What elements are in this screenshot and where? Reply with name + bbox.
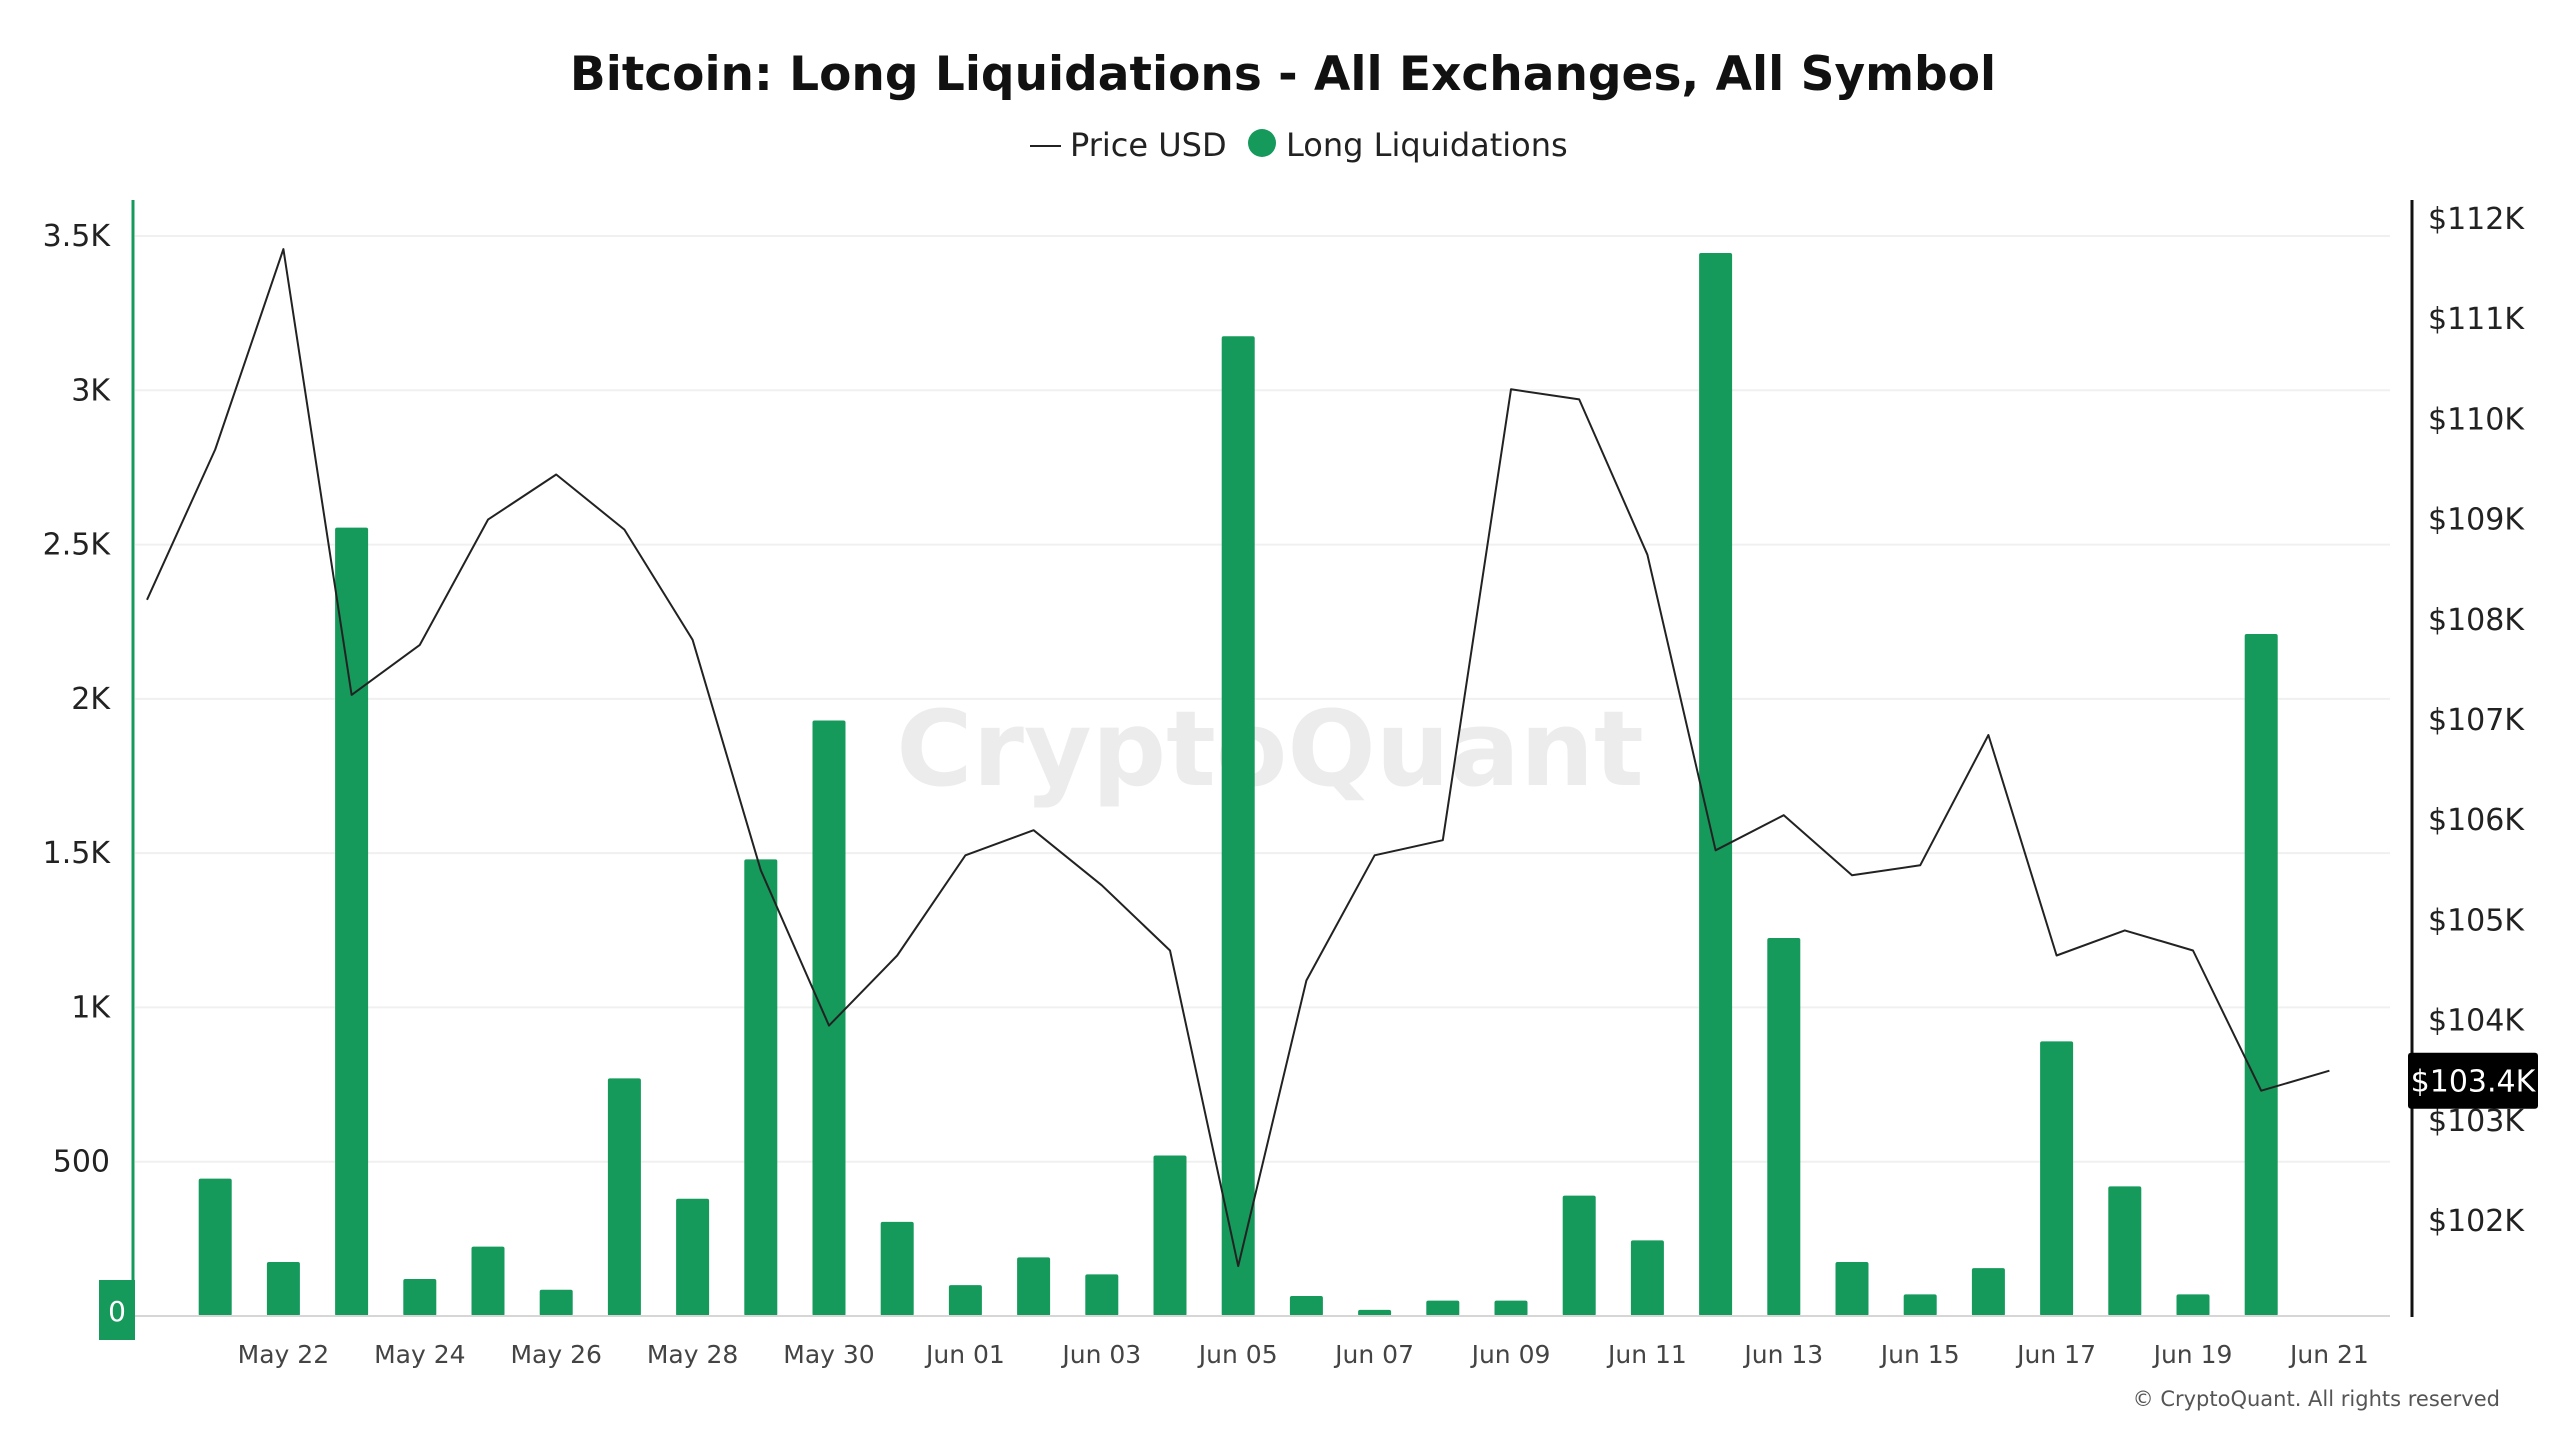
right-tick-label: $107K <box>2428 703 2525 738</box>
left-tick-label: 500 <box>53 1145 110 1180</box>
liquidation-bar[interactable] <box>1971 1268 2005 1316</box>
liquidation-bar[interactable] <box>539 1289 573 1316</box>
legend-label-liquidations[interactable]: Long Liquidations <box>1286 126 1568 164</box>
legend-label-price[interactable]: Price USD <box>1070 126 1227 164</box>
x-tick-label: Jun 15 <box>1879 1340 1960 1369</box>
liquidation-bar[interactable] <box>1289 1295 1323 1316</box>
right-tick-label: $106K <box>2428 803 2525 838</box>
right-tick-label: $110K <box>2428 402 2525 437</box>
chart-title: Bitcoin: Long Liquidations - All Exchang… <box>570 47 1996 102</box>
x-tick-label: May 28 <box>647 1340 738 1369</box>
x-tick-label: Jun 07 <box>1333 1340 1414 1369</box>
x-tick-label: Jun 03 <box>1060 1340 1141 1369</box>
liquidation-bar[interactable] <box>2040 1041 2074 1316</box>
liquidation-bar[interactable] <box>1630 1240 1664 1316</box>
liquidation-bar[interactable] <box>1767 938 1801 1316</box>
liquidation-bar[interactable] <box>1221 336 1255 1316</box>
x-tick-label: Jun 05 <box>1197 1340 1278 1369</box>
x-tick-label: May 24 <box>374 1340 465 1369</box>
liquidation-bar[interactable] <box>1699 252 1733 1316</box>
grid <box>135 235 2390 1163</box>
liquidation-bar[interactable] <box>198 1178 232 1316</box>
left-tick-label: 1K <box>71 990 111 1025</box>
liquidation-bar[interactable] <box>403 1278 437 1316</box>
liquidation-bar[interactable] <box>880 1221 914 1316</box>
copyright: © CryptoQuant. All rights reserved <box>2133 1387 2500 1411</box>
x-axis: May 22 May 24 May 26 May 28 May 30 Jun 01 Jun … <box>238 1340 2369 1369</box>
liquidation-bar[interactable] <box>1903 1294 1937 1316</box>
right-y-axis: $102K $103K $104K $105K $106K $107K $108K $109K… <box>2428 202 2525 1239</box>
liquidation-bar[interactable] <box>266 1262 300 1316</box>
liquidation-bar[interactable] <box>1017 1257 1051 1316</box>
x-tick-label: Jun 09 <box>1470 1340 1551 1369</box>
right-tick-label: $104K <box>2428 1004 2525 1039</box>
x-tick-label: Jun 17 <box>2015 1340 2096 1369</box>
left-tick-label: 3K <box>71 373 111 408</box>
left-tick-label: 3.5K <box>43 219 112 254</box>
left-tick-label: 2K <box>71 682 111 717</box>
price-line-layer <box>146 248 2330 1268</box>
current-price-label: $103.4K <box>2411 1065 2537 1100</box>
liquidation-bar[interactable] <box>1426 1300 1460 1316</box>
liquidation-bar[interactable] <box>471 1246 505 1316</box>
watermark: CryptoQuant <box>896 688 1643 810</box>
x-tick-label: May 22 <box>238 1340 329 1369</box>
left-tick-label: 2.5K <box>43 528 112 563</box>
left-y-axis: 500 1K 1.5K 2K 2.5K 3K 3.5K <box>43 219 112 1180</box>
zero-label: 0 <box>99 1280 135 1340</box>
right-tick-label: $108K <box>2428 603 2525 638</box>
liquidation-bar[interactable] <box>744 859 778 1316</box>
x-tick-label: Jun 19 <box>2152 1340 2233 1369</box>
right-tick-label: $111K <box>2428 302 2525 337</box>
liquidation-bar[interactable] <box>1358 1309 1392 1316</box>
current-price-tag: $103.4K <box>2408 1052 2538 1109</box>
right-tick-label: $109K <box>2428 503 2525 538</box>
liquidation-bar[interactable] <box>2176 1294 2210 1316</box>
right-tick-label: $103K <box>2428 1104 2525 1139</box>
liquidation-bar[interactable] <box>2244 634 2278 1316</box>
left-tick-label: 1.5K <box>43 836 112 871</box>
liquidation-bar[interactable] <box>1153 1155 1187 1316</box>
price-line[interactable] <box>146 248 2330 1268</box>
right-tick-label: $112K <box>2428 202 2525 237</box>
legend-dot-marker <box>1248 129 1276 157</box>
liquidation-bar[interactable] <box>1562 1195 1596 1316</box>
liquidation-bar[interactable] <box>948 1285 982 1316</box>
right-tick-label: $105K <box>2428 903 2525 938</box>
bars-layer <box>198 252 2278 1316</box>
x-tick-label: Jun 11 <box>1606 1340 1687 1369</box>
x-tick-label: May 26 <box>510 1340 601 1369</box>
liquidation-bar[interactable] <box>335 527 369 1316</box>
right-tick-label: $102K <box>2428 1204 2525 1239</box>
x-tick-label: Jun 13 <box>1742 1340 1823 1369</box>
liquidation-bar[interactable] <box>2108 1186 2142 1316</box>
zero-label-bg <box>99 1280 135 1340</box>
liquidation-bar[interactable] <box>812 720 846 1316</box>
liquidation-bar[interactable] <box>607 1078 641 1316</box>
liquidation-bar[interactable] <box>1085 1274 1119 1316</box>
zero-label-text: 0 <box>108 1295 126 1328</box>
x-tick-label: Jun 21 <box>2288 1340 2369 1369</box>
legend: Price USD Long Liquidations <box>1030 126 1568 164</box>
current-price-tag-bg <box>2408 1052 2538 1109</box>
x-tick-label: Jun 01 <box>924 1340 1005 1369</box>
liquidation-bar[interactable] <box>1494 1300 1528 1316</box>
liquidation-bar[interactable] <box>676 1198 710 1316</box>
liquidation-bar[interactable] <box>1835 1262 1869 1316</box>
x-tick-label: May 30 <box>783 1340 874 1369</box>
